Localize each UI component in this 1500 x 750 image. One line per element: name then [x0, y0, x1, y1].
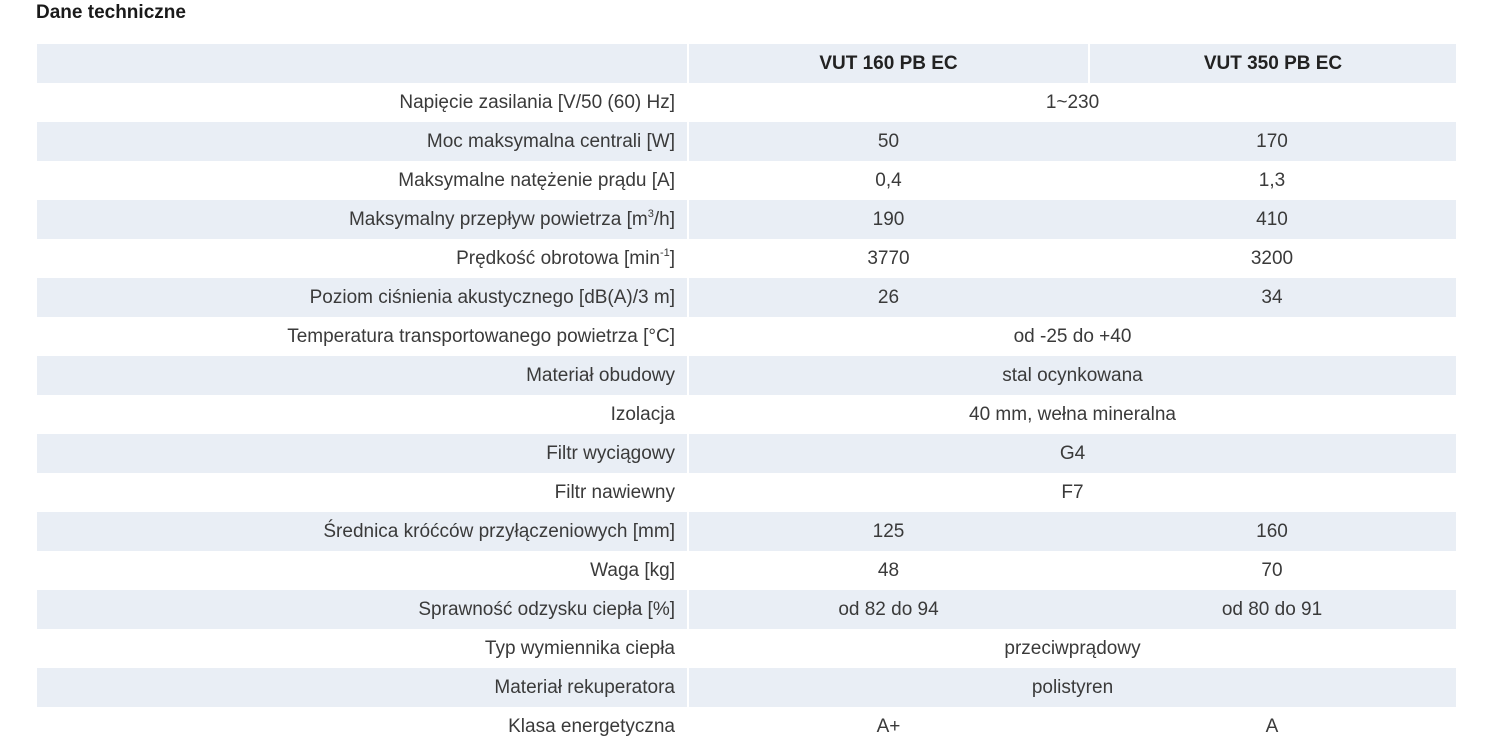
shared-value-cell: przeciwprądowy: [687, 629, 1456, 668]
value-cell-vut-350: 170: [1088, 122, 1456, 161]
shared-value-cell: 40 mm, wełna mineralna: [687, 395, 1456, 434]
table-row: Filtr wyciągowy G4: [37, 434, 1456, 473]
parameter-label: Materiał rekuperatora: [37, 668, 687, 707]
table-row: Sprawność odzysku ciepła [%] od 82 do 94 o…: [37, 590, 1456, 629]
parameter-label: Temperatura transportowanego powietrza […: [37, 317, 687, 356]
value-cell-vut-160: 0,4: [687, 161, 1088, 200]
value-cell-vut-350: 70: [1261, 560, 1283, 581]
value-cell-vut-350: 3200: [1250, 248, 1294, 269]
table-row: Materiał rekuperatora polistyren: [37, 668, 1456, 707]
value-cell-vut-160: 50: [687, 122, 1088, 161]
table-row: Moc maksymalna centrali [W] 50 170: [37, 122, 1456, 161]
parameter-label-superscript: -1: [659, 247, 670, 259]
parameter-label-suffix: /h]: [653, 209, 675, 230]
parameter-label-text: Filtr wyciągowy: [546, 443, 675, 464]
value-cell-vut-160: od 82 do 94: [687, 590, 1088, 629]
value-cell-vut-160: 48: [687, 551, 1088, 590]
parameter-label-text: Materiał rekuperatora: [494, 677, 675, 698]
table-row: Typ wymiennika ciepła przeciwprądowy: [37, 629, 1456, 668]
shared-value-cell: polistyren: [687, 668, 1456, 707]
value-cell-vut-350: 34: [1088, 278, 1456, 317]
shared-value-cell: G4: [687, 434, 1456, 473]
table-row: Maksymalny przepływ powietrza [m3/h] 190 4…: [37, 200, 1456, 239]
value-cell-vut-350: A: [1265, 716, 1279, 737]
parameter-label-text: Typ wymiennika ciepła: [484, 638, 675, 659]
parameter-label: Moc maksymalna centrali [W]: [37, 122, 687, 161]
parameter-label-text: Filtr nawiewny: [554, 482, 675, 503]
parameter-label: Maksymalny przepływ powietrza [m3/h]: [37, 200, 687, 239]
parameter-label-text: Poziom ciśnienia akustycznego [dB(A)/3 m…: [309, 287, 675, 308]
table-row: Średnica króćców przyłączeniowych [mm] 12…: [37, 512, 1456, 551]
shared-value-cell: 1~230: [687, 83, 1456, 122]
table-row: Temperatura transportowanego powietrza […: [37, 317, 1456, 356]
value-cell-vut-350: 160: [1088, 512, 1456, 551]
parameter-label-text: Temperatura transportowanego powietrza […: [287, 326, 675, 347]
parameter-label-text: Prędkość obrotowa [min: [456, 248, 660, 269]
table-body: Napięcie zasilania [V/50 (60) Hz] 1~230 Mo…: [37, 83, 1456, 746]
value-cell-vut-160: 26: [687, 278, 1088, 317]
table-row: Waga [kg] 48 70: [37, 551, 1456, 590]
table-row: Materiał obudowy stal ocynkowana: [37, 356, 1456, 395]
parameter-label: Klasa energetyczna: [37, 707, 687, 746]
table-header-row: VUT 160 PB EC VUT 350 PB EC: [37, 44, 1456, 83]
parameter-label: Napięcie zasilania [V/50 (60) Hz]: [37, 83, 687, 122]
table-row: Izolacja 40 mm, wełna mineralna: [37, 395, 1456, 434]
parameter-label: Prędkość obrotowa [min-1]: [37, 239, 687, 278]
value-cell-vut-160: A+: [687, 707, 1088, 746]
parameter-label: Izolacja: [37, 395, 687, 434]
parameter-label-text: Maksymalny przepływ powietrza [m: [348, 209, 648, 230]
parameter-label-text: Napięcie zasilania [V/50 (60) Hz]: [399, 92, 675, 113]
parameter-label-text: Waga [kg]: [590, 560, 675, 581]
value-cell-vut-350: 1,3: [1258, 170, 1286, 191]
parameter-label: Filtr nawiewny: [37, 473, 687, 512]
table-row: Filtr nawiewny F7: [37, 473, 1456, 512]
technical-data-table: VUT 160 PB EC VUT 350 PB EC Napięcie zas…: [37, 44, 1456, 746]
shared-value-cell: stal ocynkowana: [687, 356, 1456, 395]
section-title: Dane techniczne: [36, 2, 186, 23]
value-cell-vut-350: od 80 do 91: [1088, 590, 1456, 629]
table-row: Prędkość obrotowa [min-1] 3770 3200: [37, 239, 1456, 278]
shared-value-cell: od -25 do +40: [687, 317, 1456, 356]
value-cell-vut-350: 410: [1088, 200, 1456, 239]
table-row: Poziom ciśnienia akustycznego [dB(A)/3 m…: [37, 278, 1456, 317]
parameter-label-text: Średnica króćców przyłączeniowych [mm]: [323, 521, 675, 542]
parameter-label-superscript: 3: [647, 208, 654, 220]
parameter-label: Typ wymiennika ciepła: [37, 629, 687, 668]
parameter-label-suffix: ]: [669, 248, 675, 269]
value-cell-vut-160: 125: [687, 512, 1088, 551]
header-model-vut-350: VUT 350 PB EC: [1088, 44, 1456, 83]
value-cell-vut-160: 190: [687, 200, 1088, 239]
parameter-label-text: Moc maksymalna centrali [W]: [426, 131, 675, 152]
parameter-label-text: Maksymalne natężenie prądu [A]: [398, 170, 675, 191]
parameter-label: Sprawność odzysku ciepła [%]: [37, 590, 687, 629]
parameter-label: Poziom ciśnienia akustycznego [dB(A)/3 m…: [37, 278, 687, 317]
table-row: Napięcie zasilania [V/50 (60) Hz] 1~230: [37, 83, 1456, 122]
parameter-label: Filtr wyciągowy: [37, 434, 687, 473]
header-model-vut-160: VUT 160 PB EC: [687, 44, 1088, 83]
value-cell-vut-160: 3770: [687, 239, 1088, 278]
header-parameter-column: [37, 44, 687, 83]
parameter-label: Waga [kg]: [37, 551, 687, 590]
parameter-label-text: Izolacja: [610, 404, 675, 425]
shared-value-cell: F7: [687, 473, 1456, 512]
table-row: Klasa energetyczna A+ A: [37, 707, 1456, 746]
table-row: Maksymalne natężenie prądu [A] 0,4 1,3: [37, 161, 1456, 200]
parameter-label: Średnica króćców przyłączeniowych [mm]: [37, 512, 687, 551]
parameter-label-text: Materiał obudowy: [526, 365, 675, 386]
parameter-label: Materiał obudowy: [37, 356, 687, 395]
parameter-label-text: Klasa energetyczna: [508, 716, 675, 737]
parameter-label: Maksymalne natężenie prądu [A]: [37, 161, 687, 200]
parameter-label-text: Sprawność odzysku ciepła [%]: [418, 599, 675, 620]
